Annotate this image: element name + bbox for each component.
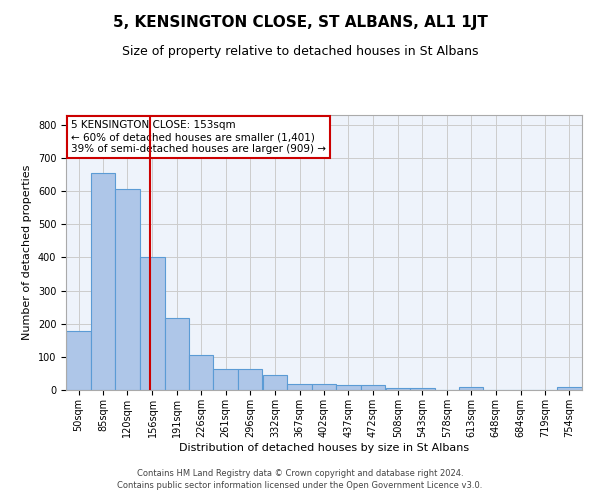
Bar [238,369,262,390]
Text: Size of property relative to detached houses in St Albans: Size of property relative to detached ho… [122,45,478,58]
Text: 5 KENSINGTON CLOSE: 153sqm
← 60% of detached houses are smaller (1,401)
39% of s: 5 KENSINGTON CLOSE: 153sqm ← 60% of deta… [71,120,326,154]
Bar [312,384,336,390]
Bar [386,388,410,390]
Text: 5, KENSINGTON CLOSE, ST ALBANS, AL1 1JT: 5, KENSINGTON CLOSE, ST ALBANS, AL1 1JT [113,15,487,30]
Y-axis label: Number of detached properties: Number of detached properties [22,165,32,340]
Bar [91,173,115,390]
Bar [263,375,287,390]
Text: Contains HM Land Registry data © Crown copyright and database right 2024.: Contains HM Land Registry data © Crown c… [137,468,463,477]
Bar [189,354,214,390]
Bar [459,388,484,390]
Bar [287,384,312,390]
Bar [67,331,91,390]
Bar [214,369,238,390]
Bar [361,385,385,390]
Bar [164,318,189,390]
X-axis label: Distribution of detached houses by size in St Albans: Distribution of detached houses by size … [179,442,469,452]
Bar [336,385,361,390]
Bar [140,258,164,390]
Bar [410,388,434,390]
Bar [115,189,140,390]
Text: Contains public sector information licensed under the Open Government Licence v3: Contains public sector information licen… [118,481,482,490]
Bar [557,388,581,390]
